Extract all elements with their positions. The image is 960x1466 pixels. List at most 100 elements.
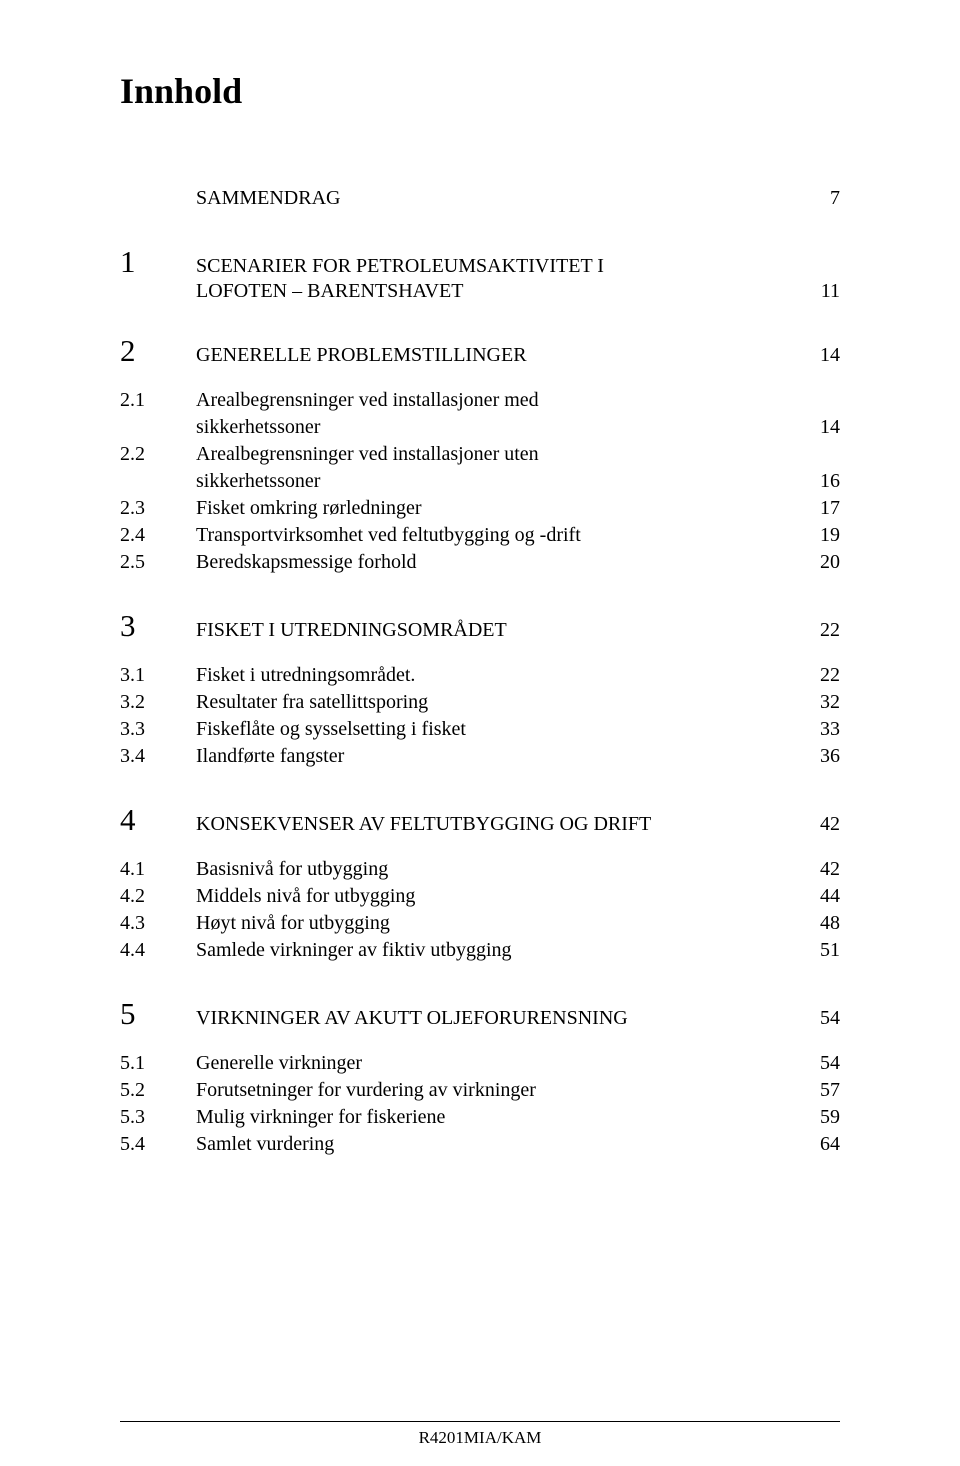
toc-num: 2 bbox=[120, 333, 196, 369]
toc-label: Ilandførte fangster bbox=[196, 745, 798, 768]
toc-num: 3.3 bbox=[120, 718, 196, 741]
toc-label: sikkerhetssoner bbox=[196, 416, 798, 439]
toc-section-cont: LOFOTEN – BARENTSHAVET 11 bbox=[120, 280, 840, 303]
toc-num: 3.4 bbox=[120, 745, 196, 768]
toc-label: Middels nivå for utbygging bbox=[196, 885, 798, 908]
toc-num: 1 bbox=[120, 244, 196, 280]
toc-page-num: 19 bbox=[798, 524, 840, 547]
toc-label: SCENARIER FOR PETROLEUMSAKTIVITET I bbox=[196, 255, 798, 278]
toc-label: Høyt nivå for utbygging bbox=[196, 912, 798, 935]
toc-page-num: 22 bbox=[798, 664, 840, 687]
toc-sub: 5.1 Generelle virkninger 54 bbox=[120, 1052, 840, 1075]
toc-section: 5 VIRKNINGER AV AKUTT OLJEFORURENSNING 5… bbox=[120, 996, 840, 1032]
toc-label: KONSEKVENSER AV FELTUTBYGGING OG DRIFT bbox=[196, 813, 798, 836]
toc-sub-cont: sikkerhetssoner 14 bbox=[120, 416, 840, 439]
toc-num: 2.2 bbox=[120, 443, 196, 466]
toc-num: 4.3 bbox=[120, 912, 196, 935]
toc-label: Resultater fra satellittsporing bbox=[196, 691, 798, 714]
toc-sub: 4.4 Samlede virkninger av fiktiv utbyggi… bbox=[120, 939, 840, 962]
toc-page-num: 16 bbox=[798, 470, 840, 493]
toc-num: 4.1 bbox=[120, 858, 196, 881]
toc-sub: 5.4 Samlet vurdering 64 bbox=[120, 1133, 840, 1156]
toc-label: Transportvirksomhet ved feltutbygging og… bbox=[196, 524, 798, 547]
toc-label: Fiskeflåte og sysselsetting i fisket bbox=[196, 718, 798, 741]
toc-section: 3 FISKET I UTREDNINGSOMRÅDET 22 bbox=[120, 608, 840, 644]
toc-label: sikkerhetssoner bbox=[196, 470, 798, 493]
toc-sub: 2.1 Arealbegrensninger ved installasjone… bbox=[120, 389, 840, 412]
toc-page-num: 20 bbox=[798, 551, 840, 574]
toc-num: 3.2 bbox=[120, 691, 196, 714]
toc-page-num: 54 bbox=[798, 1052, 840, 1075]
toc-section: 4 KONSEKVENSER AV FELTUTBYGGING OG DRIFT… bbox=[120, 802, 840, 838]
toc-sub: 2.3 Fisket omkring rørledninger 17 bbox=[120, 497, 840, 520]
toc-num: 3 bbox=[120, 608, 196, 644]
toc-num: 4.4 bbox=[120, 939, 196, 962]
page-title: Innhold bbox=[120, 70, 840, 112]
toc-page-num: 14 bbox=[798, 344, 840, 367]
toc-page-num: 32 bbox=[798, 691, 840, 714]
toc-sub: 4.2 Middels nivå for utbygging 44 bbox=[120, 885, 840, 908]
toc-sub: 2.5 Beredskapsmessige forhold 20 bbox=[120, 551, 840, 574]
toc-num: 4 bbox=[120, 802, 196, 838]
toc-label: Samlede virkninger av fiktiv utbygging bbox=[196, 939, 798, 962]
toc-label: Fisket omkring rørledninger bbox=[196, 497, 798, 520]
toc-num: 2.4 bbox=[120, 524, 196, 547]
toc-label: VIRKNINGER AV AKUTT OLJEFORURENSNING bbox=[196, 1007, 798, 1030]
toc-num: 5.3 bbox=[120, 1106, 196, 1129]
toc-num: 5.1 bbox=[120, 1052, 196, 1075]
toc-page-num: 11 bbox=[798, 280, 840, 303]
toc-label: Arealbegrensninger ved installasjoner ut… bbox=[196, 443, 798, 466]
toc-num: 2.3 bbox=[120, 497, 196, 520]
toc-page-num: 44 bbox=[798, 885, 840, 908]
toc-label: Forutsetninger for vurdering av virkning… bbox=[196, 1079, 798, 1102]
toc-sub-cont: sikkerhetssoner 16 bbox=[120, 470, 840, 493]
toc-sub: 4.1 Basisnivå for utbygging 42 bbox=[120, 858, 840, 881]
toc-num: 5 bbox=[120, 996, 196, 1032]
toc-label: LOFOTEN – BARENTSHAVET bbox=[196, 280, 798, 303]
toc-page-num: 64 bbox=[798, 1133, 840, 1156]
toc-page-num: 48 bbox=[798, 912, 840, 935]
toc-page-num: 33 bbox=[798, 718, 840, 741]
toc-label: Fisket i utredningsområdet. bbox=[196, 664, 798, 687]
toc-num: 5.2 bbox=[120, 1079, 196, 1102]
toc-page-num: 42 bbox=[798, 813, 840, 836]
toc-page-num: 59 bbox=[798, 1106, 840, 1129]
toc-page-num: 17 bbox=[798, 497, 840, 520]
toc-page-num: 57 bbox=[798, 1079, 840, 1102]
toc-label: Arealbegrensninger ved installasjoner me… bbox=[196, 389, 798, 412]
toc-sub: 2.4 Transportvirksomhet ved feltutbyggin… bbox=[120, 524, 840, 547]
toc-label: SAMMENDRAG bbox=[196, 187, 798, 210]
toc-page-num: 36 bbox=[798, 745, 840, 768]
toc-page-num: 22 bbox=[798, 619, 840, 642]
toc-num: 2.5 bbox=[120, 551, 196, 574]
toc-label: Samlet vurdering bbox=[196, 1133, 798, 1156]
footer-text: R4201MIA/KAM bbox=[0, 1428, 960, 1448]
toc-section: 1 SCENARIER FOR PETROLEUMSAKTIVITET I bbox=[120, 244, 840, 280]
toc-num: 3.1 bbox=[120, 664, 196, 687]
toc-sub: 5.2 Forutsetninger for vurdering av virk… bbox=[120, 1079, 840, 1102]
toc-sub: 2.2 Arealbegrensninger ved installasjone… bbox=[120, 443, 840, 466]
toc-label: FISKET I UTREDNINGSOMRÅDET bbox=[196, 619, 798, 642]
toc-num: 4.2 bbox=[120, 885, 196, 908]
toc-page: Innhold SAMMENDRAG 7 1 SCENARIER FOR PET… bbox=[0, 0, 960, 1466]
toc-label: Generelle virkninger bbox=[196, 1052, 798, 1075]
toc-label: Beredskapsmessige forhold bbox=[196, 551, 798, 574]
toc-page-num: 51 bbox=[798, 939, 840, 962]
toc-label: Mulig virkninger for fiskeriene bbox=[196, 1106, 798, 1129]
toc-label: GENERELLE PROBLEMSTILLINGER bbox=[196, 344, 798, 367]
toc-sub: 3.3 Fiskeflåte og sysselsetting i fisket… bbox=[120, 718, 840, 741]
toc-label: Basisnivå for utbygging bbox=[196, 858, 798, 881]
toc-sub: 5.3 Mulig virkninger for fiskeriene 59 bbox=[120, 1106, 840, 1129]
toc-num: 2.1 bbox=[120, 389, 196, 412]
toc-num: 5.4 bbox=[120, 1133, 196, 1156]
toc-page-num: 54 bbox=[798, 1007, 840, 1030]
footer-divider bbox=[120, 1421, 840, 1422]
toc-sub: 4.3 Høyt nivå for utbygging 48 bbox=[120, 912, 840, 935]
toc-page-num: 14 bbox=[798, 416, 840, 439]
toc-sub: 3.2 Resultater fra satellittsporing 32 bbox=[120, 691, 840, 714]
toc-top-entry: SAMMENDRAG 7 bbox=[120, 187, 840, 210]
toc-page-num: 42 bbox=[798, 858, 840, 881]
toc-sub: 3.4 Ilandførte fangster 36 bbox=[120, 745, 840, 768]
toc-page-num: 7 bbox=[798, 187, 840, 210]
toc-sub: 3.1 Fisket i utredningsområdet. 22 bbox=[120, 664, 840, 687]
